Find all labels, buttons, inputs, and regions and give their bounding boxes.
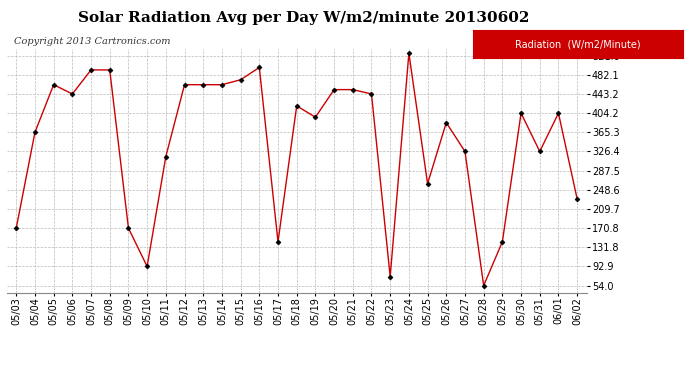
Text: Radiation  (W/m2/Minute): Radiation (W/m2/Minute) xyxy=(515,39,641,49)
Text: Solar Radiation Avg per Day W/m2/minute 20130602: Solar Radiation Avg per Day W/m2/minute … xyxy=(78,11,529,25)
Text: Copyright 2013 Cartronics.com: Copyright 2013 Cartronics.com xyxy=(14,38,170,46)
